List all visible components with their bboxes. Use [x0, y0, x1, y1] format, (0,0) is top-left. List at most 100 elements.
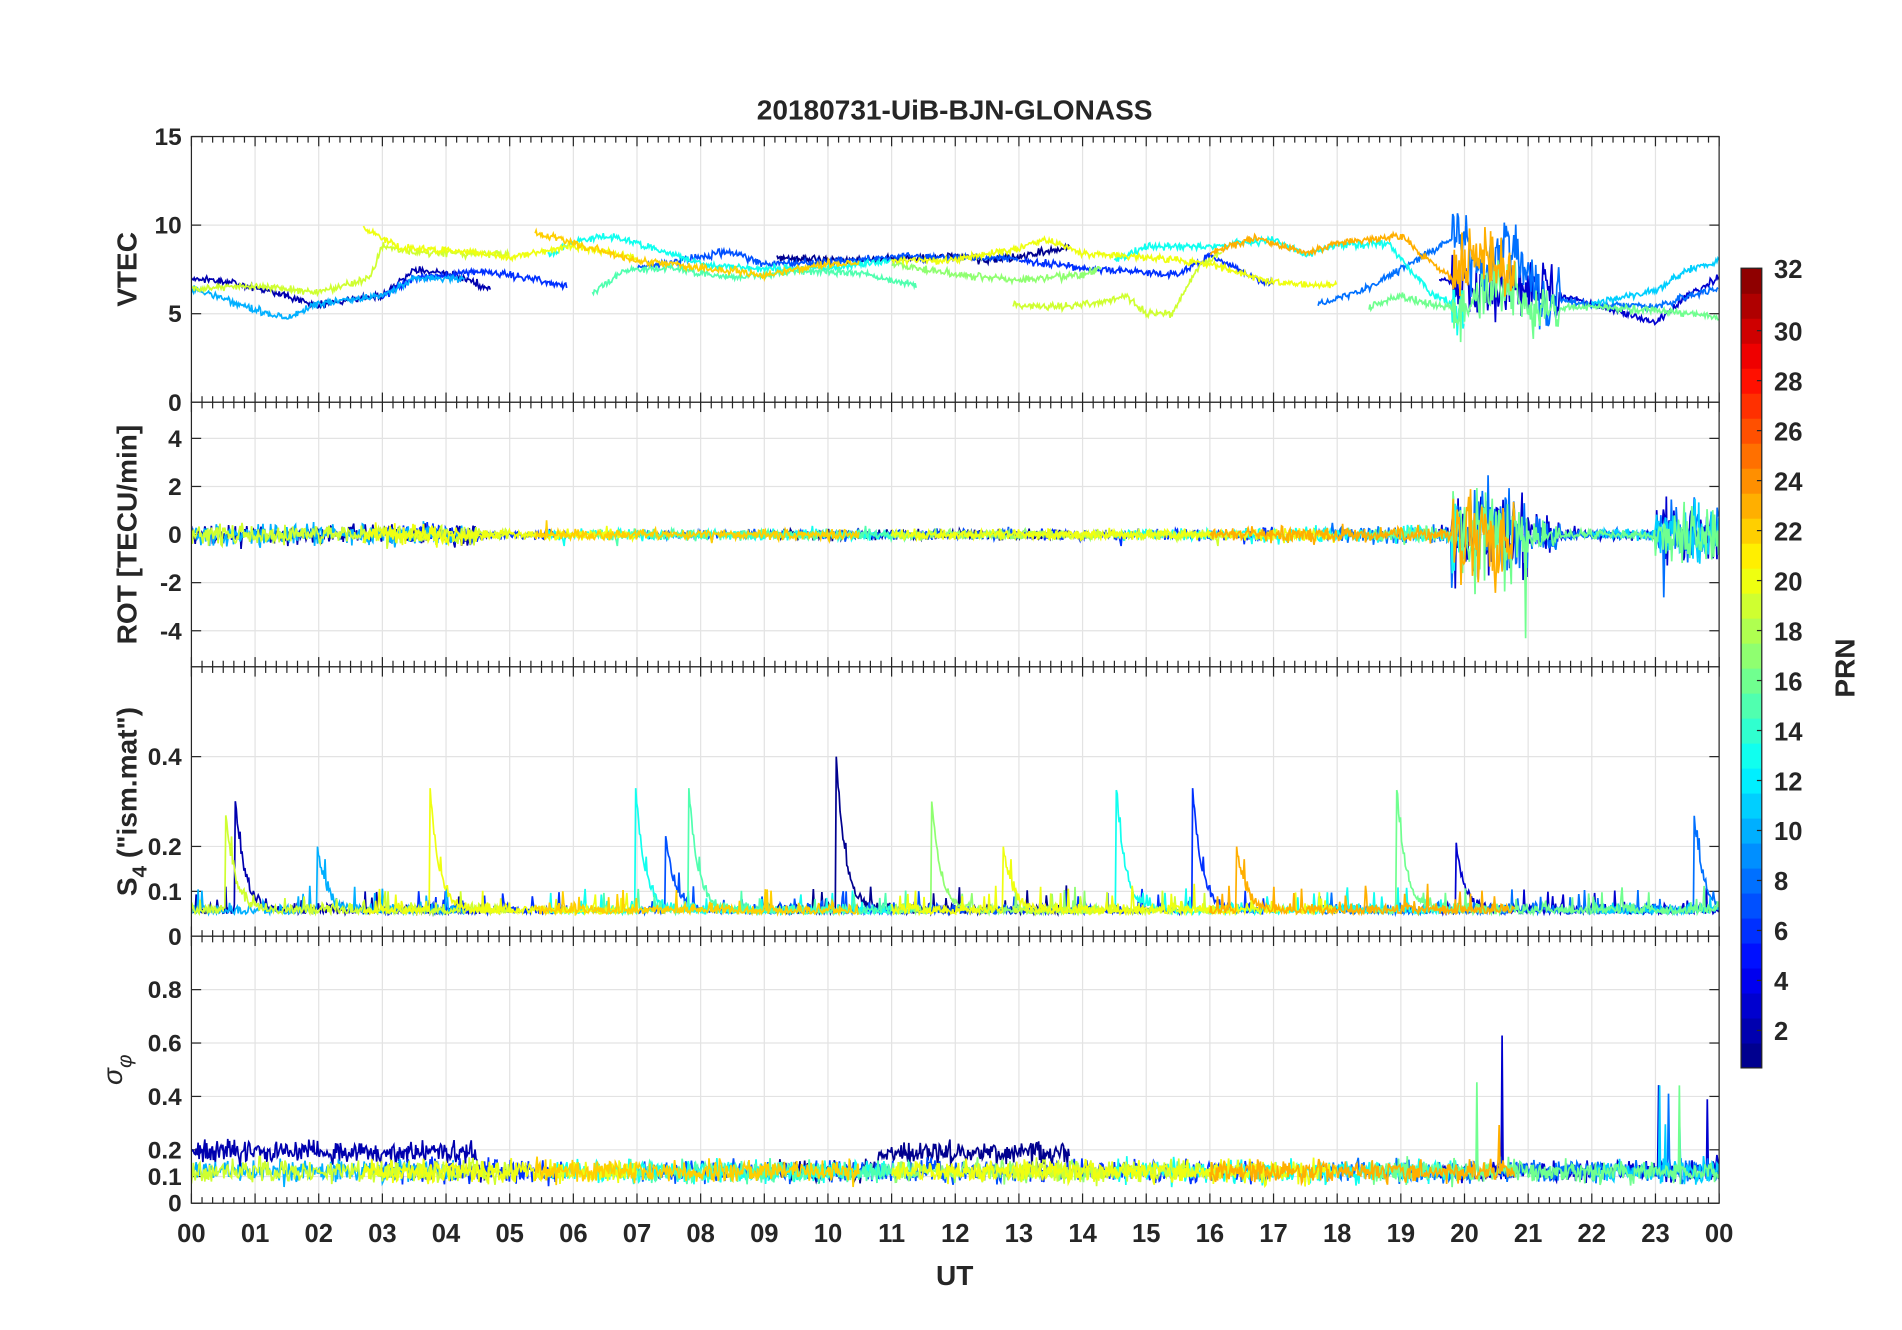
y-tick-label: 0.6 [148, 1031, 182, 1058]
series-group [191, 213, 1720, 343]
series-prn-22-vtec [534, 227, 860, 282]
colorbar-swatch [1741, 518, 1762, 544]
series-prn-19-vtec [1012, 249, 1223, 320]
colorbar-swatch [1741, 393, 1762, 419]
colorbar-swatch [1741, 867, 1762, 894]
colorbar-swatch [1741, 1017, 1762, 1044]
x-tick-label: 22 [1578, 1220, 1606, 1248]
x-tick-label: 00 [177, 1220, 205, 1248]
x-tick-label: 06 [559, 1220, 587, 1248]
x-tick-label: 14 [1068, 1220, 1097, 1248]
series-prn-23-rot [1209, 489, 1516, 593]
series-prn-11-sigma [1591, 1085, 1720, 1185]
colorbar-tick-label: 6 [1774, 918, 1788, 946]
y-axis-label-s4: S4 ("ism.mat") [112, 707, 152, 896]
panel-vtec: 0 5 10 15 VTEC [112, 124, 1720, 417]
colorbar-swatch [1741, 693, 1762, 719]
series-prn-19-s4 [191, 815, 511, 917]
x-tick-label: 11 [878, 1220, 905, 1248]
colorbar-tick-label: 24 [1774, 468, 1803, 496]
colorbar-swatch [1741, 892, 1762, 919]
colorbar-swatch [1741, 318, 1762, 344]
y-tick-label: 0 [168, 390, 182, 417]
colorbar-swatch [1741, 293, 1762, 319]
y-tick-label: 15 [155, 124, 182, 151]
series-prn-22-s4 [534, 889, 860, 917]
colorbar-swatch [1741, 992, 1762, 1019]
colorbar-tick-label: 32 [1774, 256, 1802, 284]
y-tick-label: 0 [168, 1191, 182, 1218]
y-tick-label: 0.2 [148, 834, 182, 861]
colorbar-tick-label: 26 [1774, 418, 1802, 446]
series-prn-16-sigma [1368, 1082, 1720, 1188]
series-prn-17-vtec [891, 257, 1102, 286]
panel-sigma: 00.10.2 0.4 0.6 0.8 σφ [97, 935, 1720, 1218]
x-tick-label: 09 [750, 1220, 778, 1248]
y-tick-label: 0 [168, 522, 182, 549]
colorbar-swatch [1741, 842, 1762, 869]
colorbar-swatch [1741, 643, 1762, 669]
panel-rot: -4 -2 0 2 4 ROT [TECU/min] [112, 401, 1720, 668]
y-tick-label: 0.2 [148, 1137, 182, 1164]
y-tick-label: 10 [155, 213, 182, 240]
colorbar-swatch [1741, 817, 1762, 844]
series-prn-23-sigma [1208, 1125, 1516, 1187]
y-axis-label-rot: ROT [TECU/min] [112, 425, 143, 645]
x-tick-label: 15 [1132, 1220, 1160, 1248]
colorbar-swatch [1741, 743, 1762, 769]
colorbar-swatch [1741, 493, 1762, 519]
x-axis-label: UT [936, 1260, 973, 1291]
colorbar-swatch [1741, 343, 1762, 369]
x-tick-label: 07 [623, 1220, 651, 1248]
colorbar-swatch [1741, 618, 1762, 644]
colorbar-swatch [1741, 568, 1762, 594]
series-prn-20-sigma [890, 1157, 1338, 1189]
series-prn-15-sigma [591, 1158, 917, 1185]
colorbar-tick-label: 4 [1774, 968, 1789, 996]
series-prn-23-s4 [1208, 846, 1516, 917]
y-tick-label: 2 [168, 474, 182, 501]
x-tick-label: 16 [1196, 1220, 1224, 1248]
x-tick-label: 23 [1641, 1220, 1669, 1248]
series-group [191, 1035, 1720, 1189]
colorbar-label: PRN [1829, 638, 1860, 697]
colorbar-tick-label: 28 [1774, 368, 1802, 396]
series-prn-20-rot [362, 522, 638, 548]
colorbar-tick-label: 16 [1774, 668, 1802, 696]
series-group [191, 475, 1720, 639]
series-prn-10-vtec [191, 273, 465, 320]
x-tick-label: 19 [1387, 1220, 1415, 1248]
series-prn-17-sigma [890, 1157, 1102, 1185]
x-tick-label: 10 [814, 1220, 842, 1248]
series-prn-20-vtec [891, 235, 1338, 290]
y-tick-label: 0.1 [148, 879, 182, 906]
series-prn-6-vtec [1018, 251, 1274, 287]
series-prn-13-vtec [1113, 235, 1465, 336]
x-tick-label: 08 [686, 1220, 714, 1248]
y-tick-label: 0.4 [148, 1084, 182, 1111]
x-tick-label: 00 [1705, 1220, 1733, 1248]
x-tick-label: 05 [495, 1220, 523, 1248]
y-tick-label: 0.1 [148, 1164, 182, 1191]
series-prn-11-vtec [1590, 255, 1720, 309]
x-tick-label: 03 [368, 1220, 396, 1248]
colorbar-swatch [1741, 443, 1762, 469]
colorbar-tick-label: 22 [1774, 518, 1802, 546]
x-tick-label: 01 [241, 1220, 269, 1248]
x-tick-label: 21 [1514, 1220, 1542, 1248]
colorbar-swatch [1741, 543, 1762, 569]
x-tick-label: 18 [1323, 1220, 1351, 1248]
colorbar-swatch [1741, 668, 1762, 694]
colorbar-tick-label: 12 [1774, 768, 1802, 796]
y-tick-label: 4 [168, 426, 182, 453]
y-tick-label: 0.4 [148, 744, 182, 771]
x-tick-label: 04 [432, 1220, 461, 1248]
series-prn-22-sigma [534, 1156, 860, 1188]
y-tick-label: -4 [160, 618, 182, 645]
colorbar-swatch [1741, 1042, 1762, 1069]
y-tick-label: -2 [160, 570, 182, 597]
colorbar-tick-label: 18 [1774, 618, 1802, 646]
x-tick-label: 12 [941, 1220, 969, 1248]
